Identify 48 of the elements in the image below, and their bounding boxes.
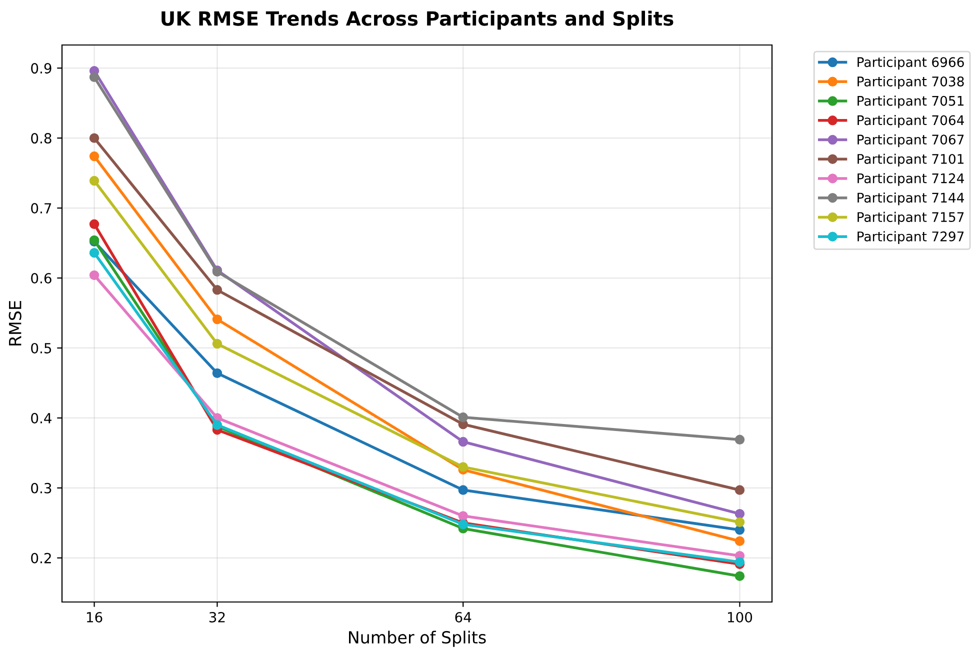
legend-label: Participant 7051 <box>858 96 964 108</box>
point <box>734 485 745 495</box>
point <box>89 72 100 82</box>
legend-label: Participant 7038 <box>858 76 964 90</box>
x-tick-label: 16 <box>86 612 102 622</box>
legend-label: Participant 7067 <box>858 134 964 148</box>
point <box>734 571 745 581</box>
point <box>89 176 100 186</box>
point <box>458 511 468 521</box>
point <box>212 368 222 378</box>
y-axis-title: RMSE <box>8 301 22 346</box>
legend-label: Participant 7157 <box>858 212 964 225</box>
legend-label: Participant 7064 <box>858 114 964 128</box>
x-tick-label: 100 <box>728 612 752 622</box>
point <box>89 133 100 143</box>
point <box>89 219 100 229</box>
point <box>734 508 745 519</box>
chart-title: UK RMSE Trends Across Participants and Splits <box>162 10 674 30</box>
y-tick-label: 0.3 <box>31 482 52 494</box>
point <box>734 434 745 445</box>
y-tick-label: 0.7 <box>31 203 52 214</box>
point <box>734 536 745 546</box>
y-tick-label: 0.6 <box>31 272 52 284</box>
legend-label: Participant 7101 <box>858 154 964 166</box>
legend-label: Participant 7144 <box>858 192 964 206</box>
y-tick-label: 0.8 <box>31 133 52 144</box>
legend-label: Participant 7297 <box>858 231 964 244</box>
point <box>89 151 100 162</box>
point <box>458 412 468 422</box>
x-axis-title: Number of Splits <box>349 630 486 647</box>
x-tick-label: 32 <box>209 612 225 622</box>
y-tick-label: 0.2 <box>31 552 51 564</box>
legend-label: Participant 6966 <box>858 56 964 70</box>
point <box>212 338 222 349</box>
point <box>212 285 222 295</box>
x-tick-label: 64 <box>455 612 472 622</box>
point <box>458 485 468 495</box>
legend-label: Participant 7124 <box>858 173 964 186</box>
point <box>458 462 468 472</box>
y-tick-label: 0.5 <box>31 342 52 354</box>
y-tick-label: 0.4 <box>31 412 52 424</box>
point <box>89 270 100 280</box>
point <box>212 314 222 324</box>
y-tick-label: 0.9 <box>31 63 52 74</box>
point <box>89 248 100 258</box>
point <box>734 517 745 528</box>
point <box>734 557 745 567</box>
point <box>458 436 468 447</box>
